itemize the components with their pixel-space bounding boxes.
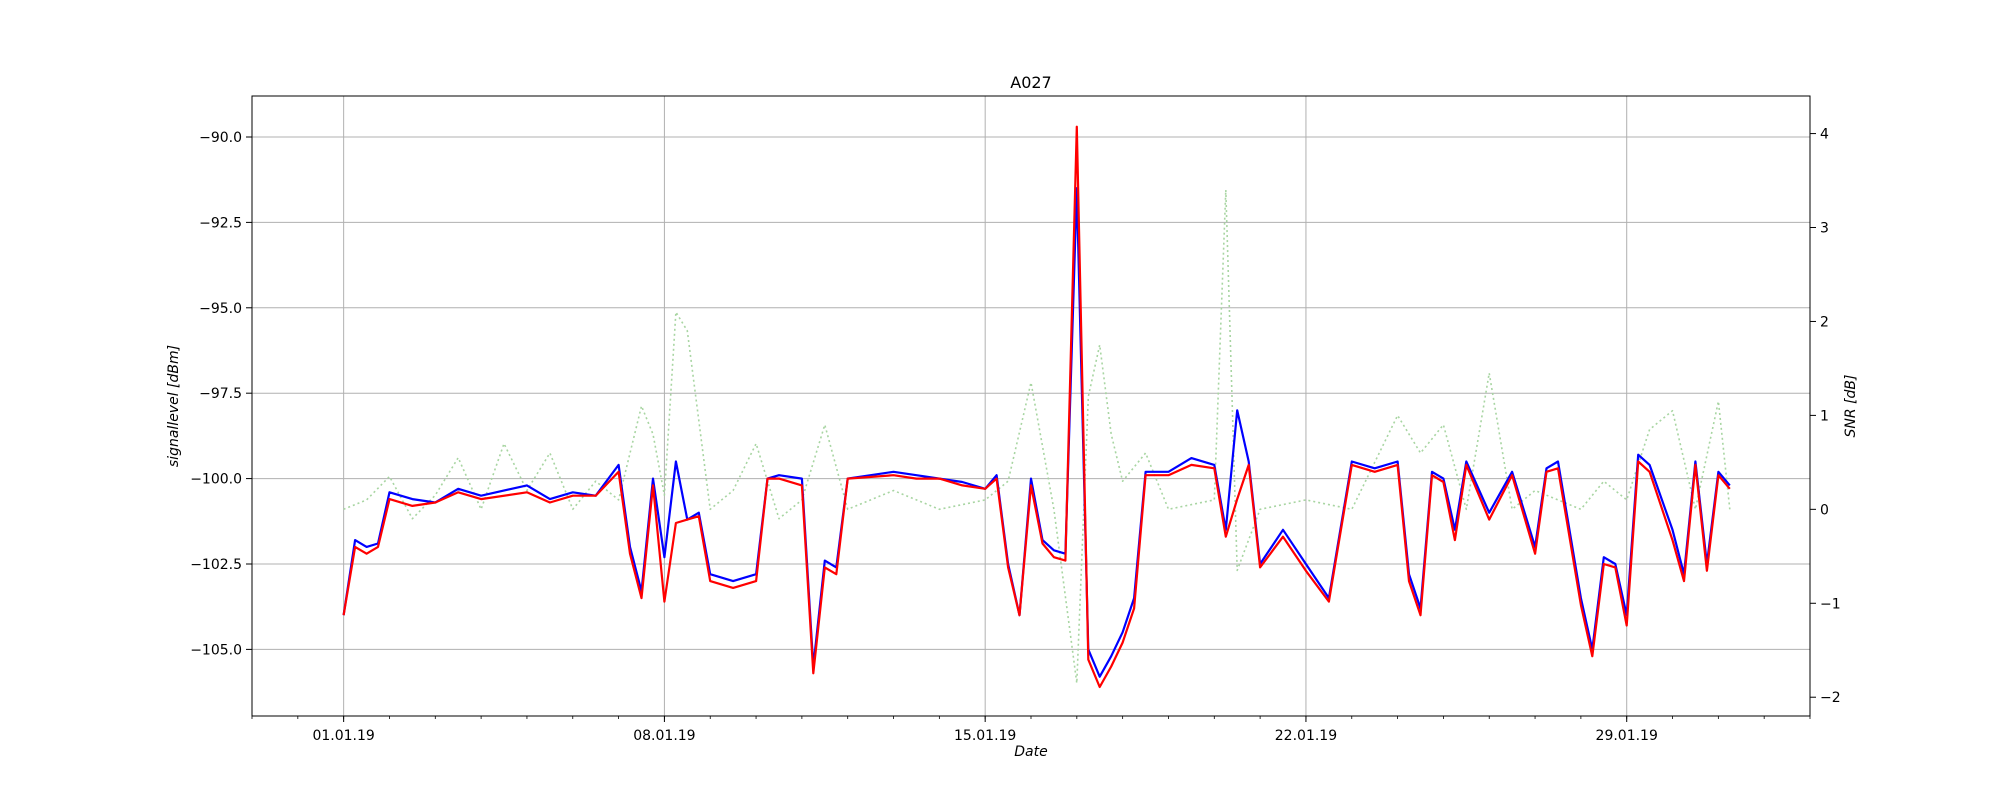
x-tick-label: 22.01.19 xyxy=(1275,728,1337,744)
y-right-tick-label: −2 xyxy=(1820,690,1841,706)
series-group xyxy=(342,125,1731,689)
y-right-tick-label: 1 xyxy=(1820,408,1829,424)
y-right-tick-label: −1 xyxy=(1820,596,1841,612)
y-right-tick-label: 3 xyxy=(1820,221,1829,237)
y-left-tick-label: −90.0 xyxy=(199,130,242,146)
x-axis-label: Date xyxy=(1014,744,1047,760)
y-left-axis-ticks: −90.0 −92.5 −95.0 −97.5 −100.0 −102.5 −105.0 xyxy=(190,130,252,658)
y-left-tick-label: −105.0 xyxy=(190,642,242,658)
x-tick-label: 15.01.19 xyxy=(954,728,1016,744)
grid-lines xyxy=(252,96,1810,716)
y-right-axis-label: SNR [dB] xyxy=(1843,375,1859,438)
y-left-tick-label: −100.0 xyxy=(190,472,242,488)
x-tick-label: 01.01.19 xyxy=(312,728,374,744)
y-right-tick-label: 2 xyxy=(1820,314,1829,330)
signal-series-blue xyxy=(342,187,1731,678)
x-axis-ticks: 01.01.19 08.01.19 15.01.19 22.01.19 29.01.19 xyxy=(251,716,1811,744)
y-left-tick-label: −102.5 xyxy=(190,557,242,573)
y-left-tick-label: −95.0 xyxy=(199,301,242,317)
y-right-tick-label: 4 xyxy=(1820,127,1829,143)
snr-series xyxy=(343,189,1731,684)
signal-series-red xyxy=(342,125,1731,689)
y-left-tick-label: −92.5 xyxy=(199,215,242,231)
y-left-axis-label: signallevel [dBm] xyxy=(166,345,182,467)
chart-title: A027 xyxy=(1010,73,1051,92)
y-right-axis-ticks: 4 3 2 1 0 −1 −2 xyxy=(1810,127,1841,706)
y-left-tick-label: −97.5 xyxy=(199,386,242,402)
x-tick-label: 08.01.19 xyxy=(633,728,695,744)
x-tick-label: 29.01.19 xyxy=(1596,728,1658,744)
y-right-tick-label: 0 xyxy=(1820,502,1829,518)
plot-frame xyxy=(251,95,1811,717)
